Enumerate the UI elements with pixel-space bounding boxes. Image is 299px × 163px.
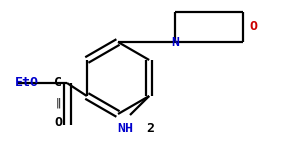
Text: N: N — [171, 36, 179, 49]
Text: O: O — [54, 117, 62, 129]
Text: O: O — [249, 21, 257, 34]
Text: 2: 2 — [146, 123, 154, 135]
Text: C: C — [54, 76, 62, 89]
Text: ─: ─ — [35, 78, 41, 88]
Text: EtO: EtO — [15, 76, 39, 89]
Text: ‖: ‖ — [55, 98, 61, 108]
Text: NH: NH — [117, 123, 133, 135]
